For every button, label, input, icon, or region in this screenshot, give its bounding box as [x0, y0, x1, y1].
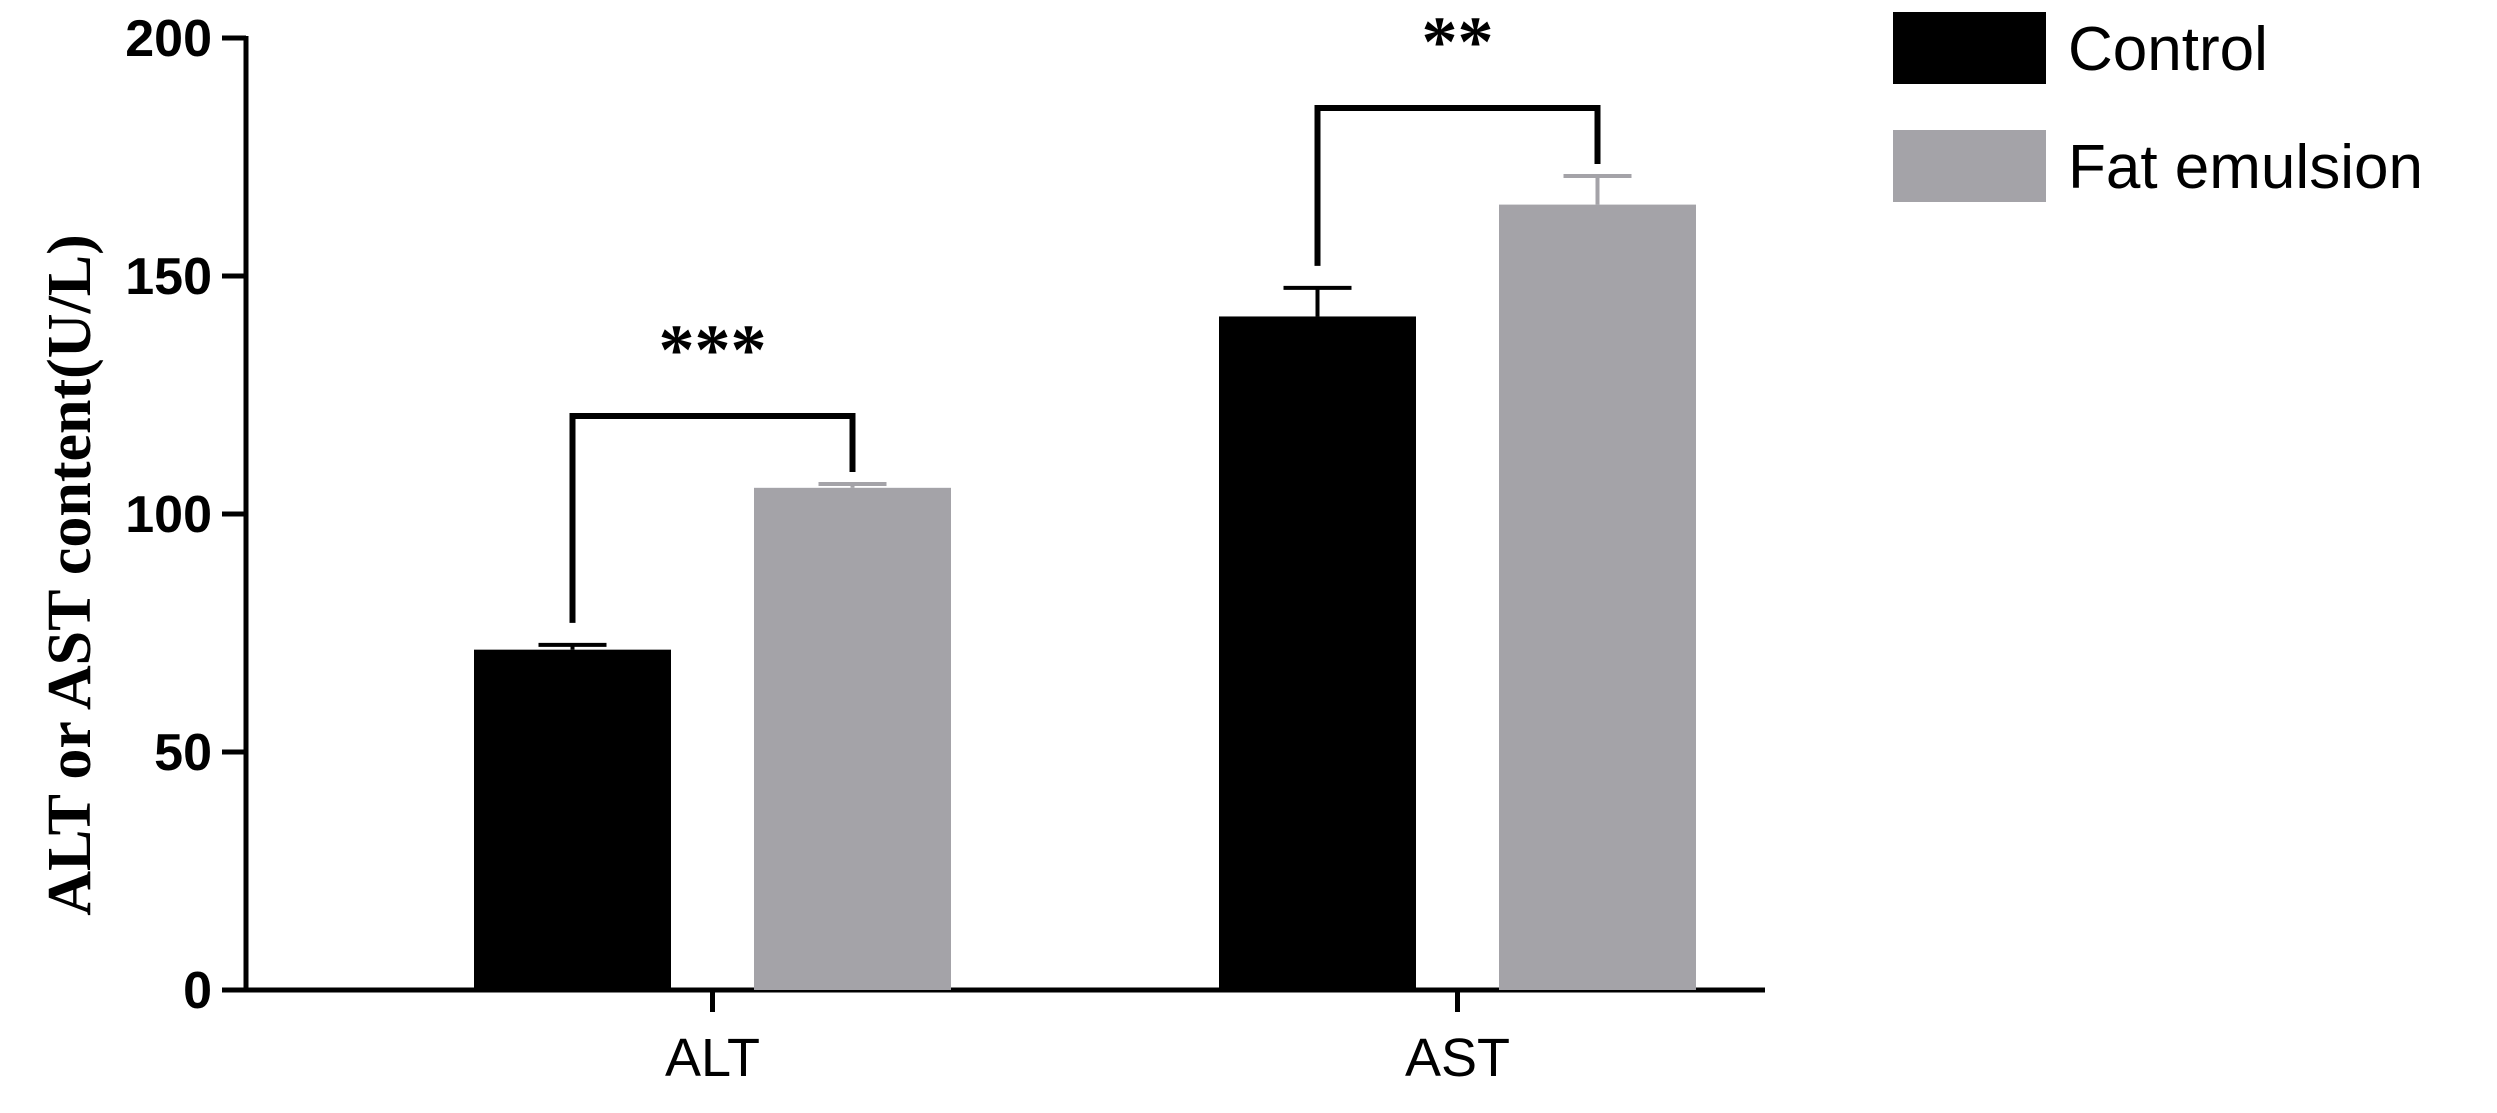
significance-label: *** — [659, 310, 767, 390]
significance-annotations: ***** — [569, 2, 1601, 623]
legend: Control Fat emulsion — [1893, 12, 2423, 202]
y-tick-label: 200 — [125, 10, 212, 68]
y-tick-label: 100 — [125, 486, 212, 544]
legend-label: Control — [2068, 15, 2268, 84]
bars — [474, 204, 1696, 991]
y-axis-ticks: 0 50 100 150 200 — [125, 10, 246, 1020]
bar-ast-fat-emulsion — [1499, 204, 1696, 991]
significance-bracket — [1314, 105, 1601, 266]
legend-label: Fat emulsion — [2068, 133, 2423, 202]
legend-swatch — [1893, 130, 2046, 202]
y-tick-label: 0 — [183, 962, 212, 1020]
legend-swatch — [1893, 12, 2046, 84]
x-category-label: ALT — [665, 1028, 760, 1088]
bar-alt-control — [474, 649, 671, 990]
x-category-label: AST — [1405, 1028, 1510, 1088]
bar-alt-fat-emulsion — [754, 487, 951, 990]
significance-bracket — [569, 413, 856, 623]
y-axis-title: ALT or AST content(U/L) — [36, 234, 104, 916]
y-tick-label: 50 — [154, 724, 212, 782]
y-tick-label: 150 — [125, 248, 212, 306]
x-axis-categories: ALT AST — [665, 990, 1510, 1088]
error-bars — [538, 174, 1632, 650]
significance-label: ** — [1422, 2, 1494, 82]
bar-ast-control — [1219, 316, 1416, 991]
